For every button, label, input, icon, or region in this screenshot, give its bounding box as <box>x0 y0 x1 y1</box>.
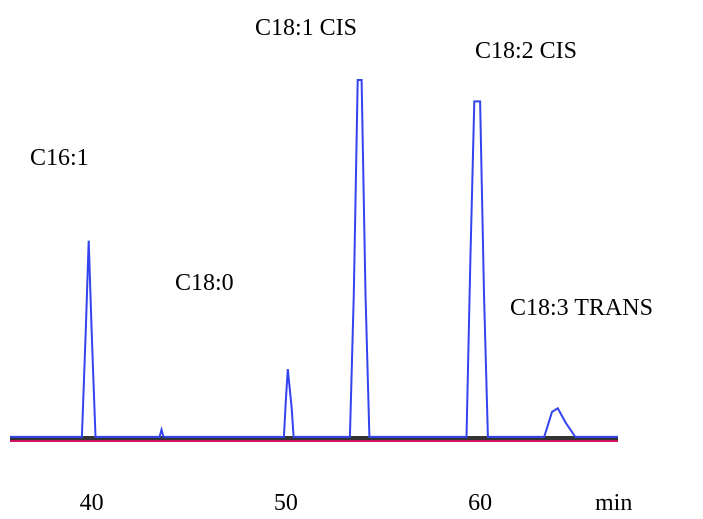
peak-label: C18:0 <box>175 270 234 296</box>
x-axis-label: min <box>595 490 632 516</box>
peak-label: C16:1 <box>30 145 89 171</box>
x-tick-label: 40 <box>80 490 104 516</box>
x-tick-label: 60 <box>468 490 492 516</box>
x-tick-label: 50 <box>274 490 298 516</box>
peak-label: C18:3 TRANS <box>510 295 653 321</box>
peak-label: C18:1 CIS <box>255 15 357 41</box>
signal-line <box>10 79 618 438</box>
peak-label: C18:2 CIS <box>475 38 577 64</box>
